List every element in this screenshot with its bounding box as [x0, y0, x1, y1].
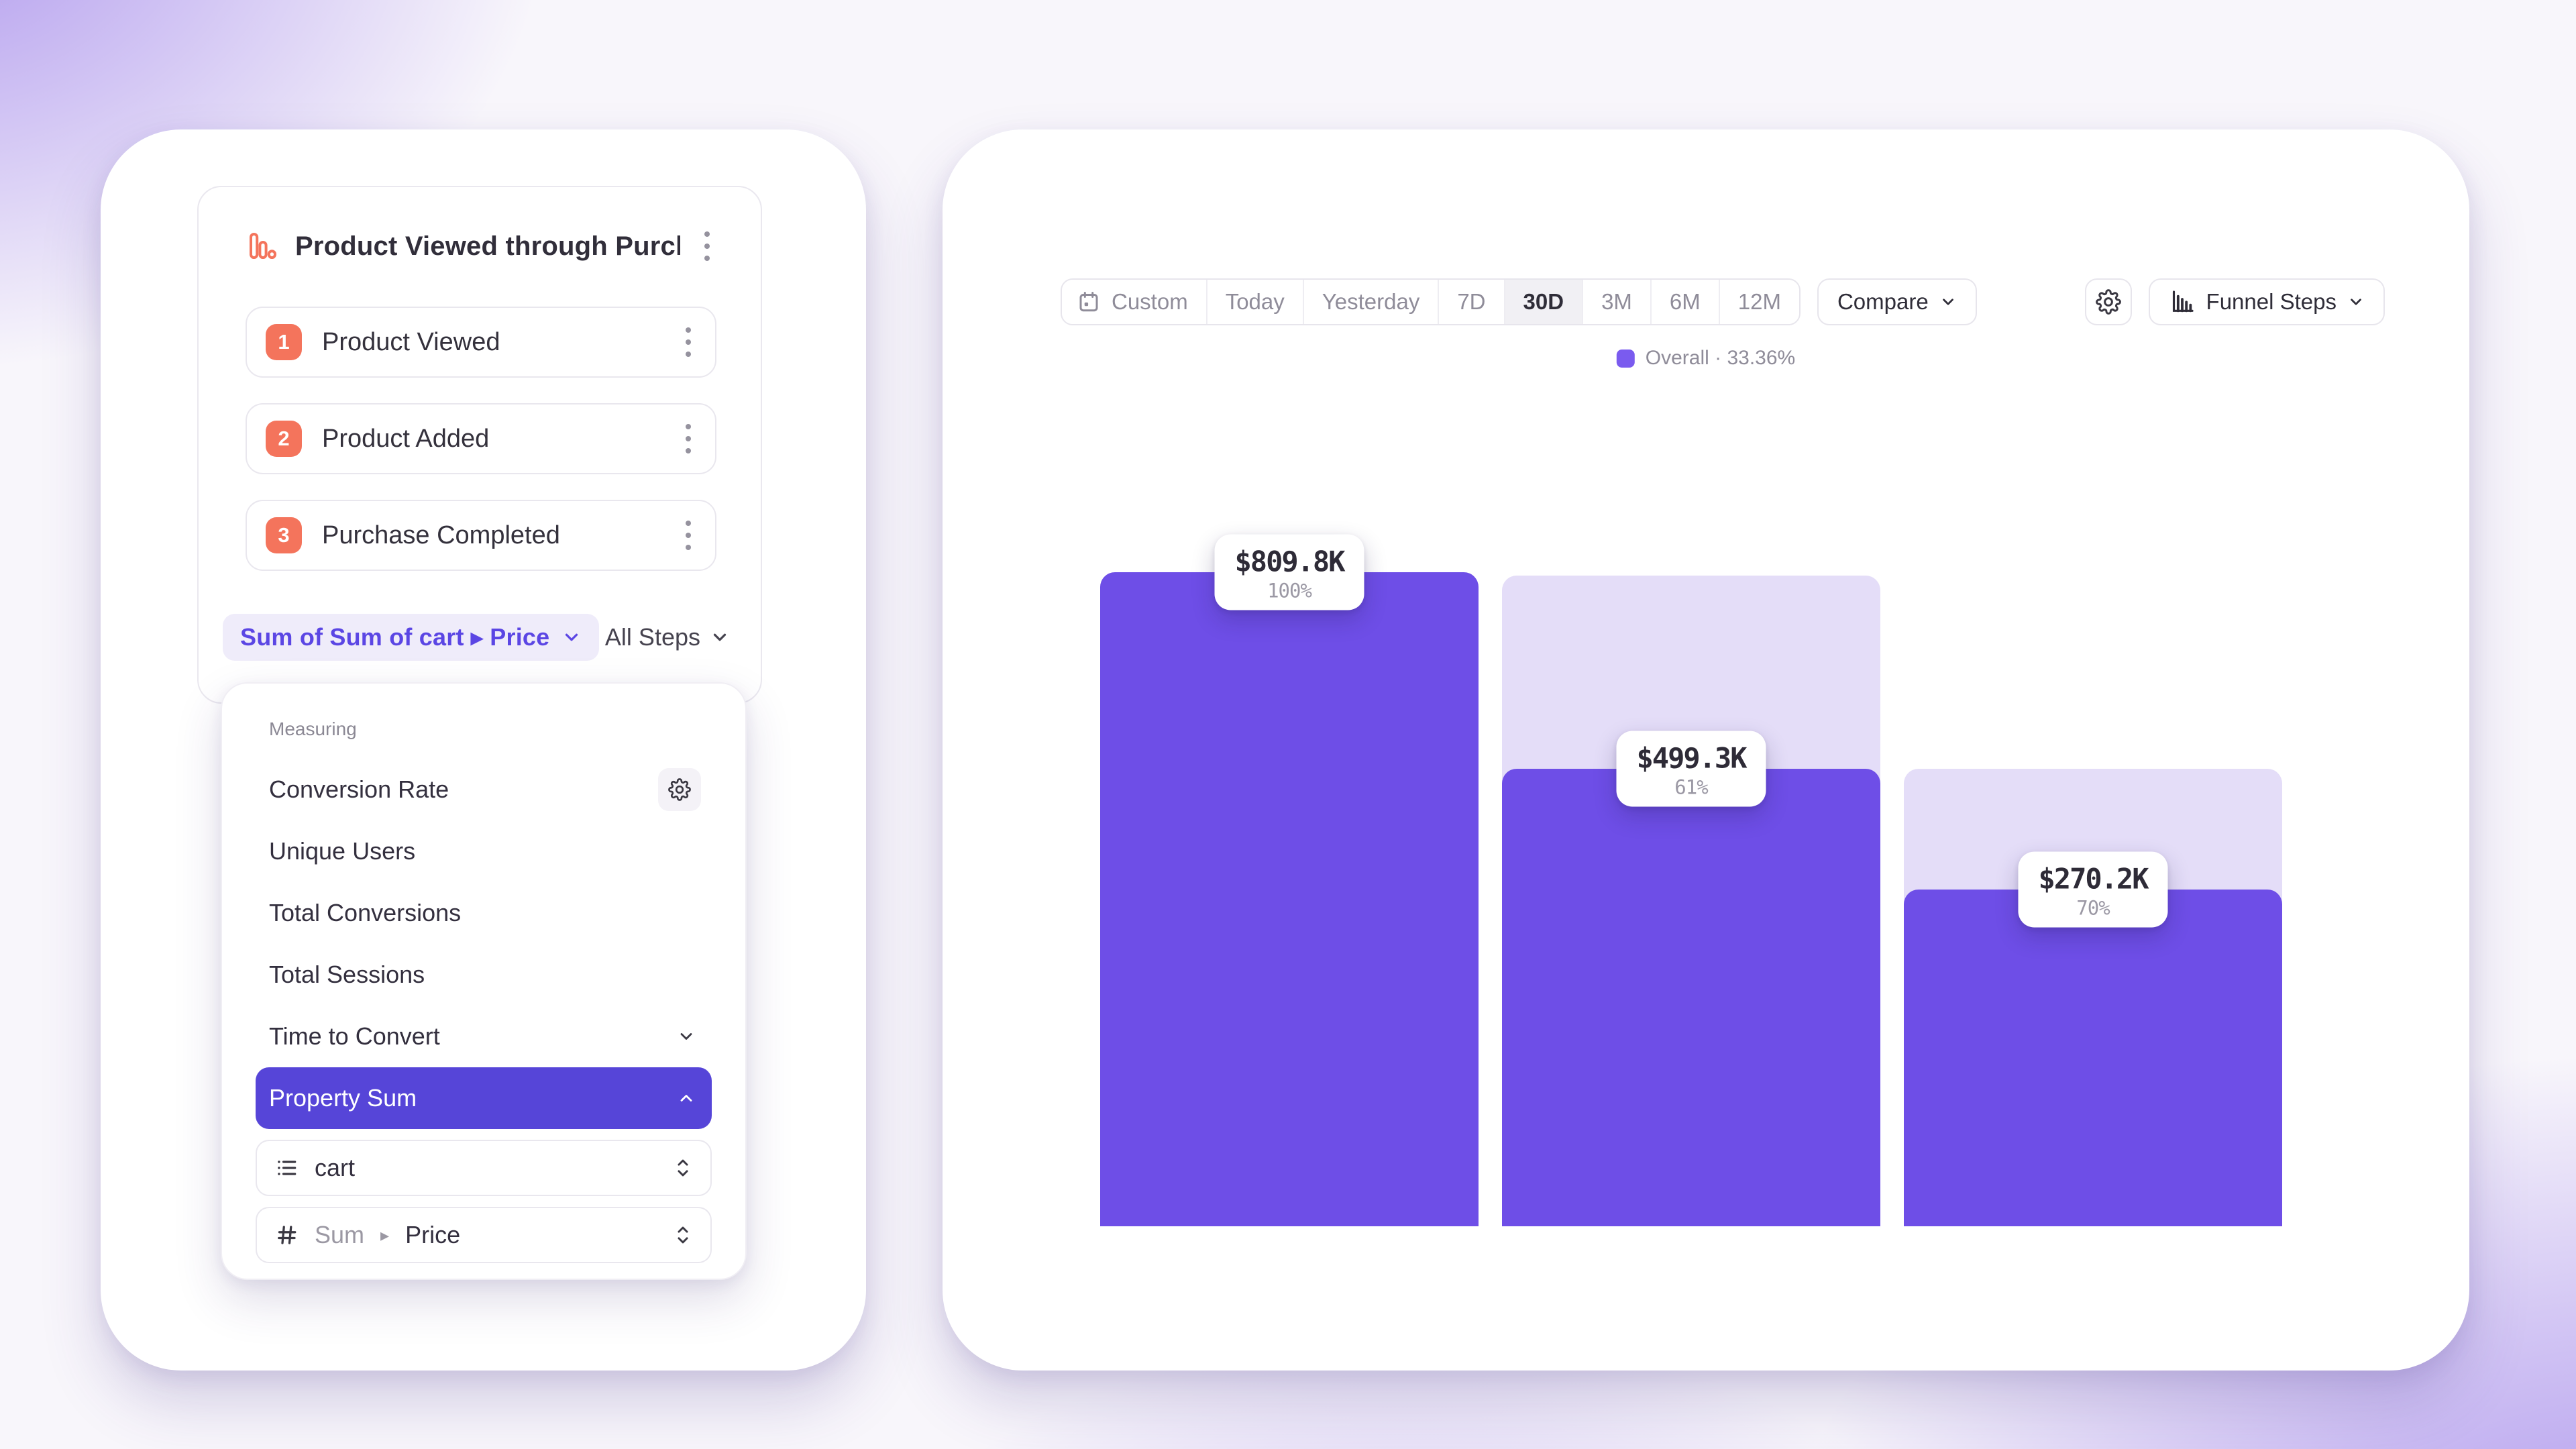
time-range-yesterday[interactable]: Yesterday: [1302, 280, 1438, 324]
aggregation-select[interactable]: Sum ▸ Price: [256, 1207, 712, 1263]
measurement-dropdown-label: Sum of Sum of cart ▸ Price: [240, 623, 550, 651]
funnel-step-2[interactable]: 2 Product Added: [246, 403, 716, 474]
bar-value-tooltip: $809.8K 100%: [1214, 534, 1364, 610]
time-range-custom[interactable]: Custom: [1062, 280, 1206, 324]
menu-item-total-conversions[interactable]: Total Conversions: [269, 899, 462, 926]
calendar-icon: [1079, 292, 1098, 312]
chevron-down-icon: [566, 633, 578, 641]
step-2-label: Product Added: [322, 424, 490, 453]
funnel-steps-panel: Product Viewed through Purch... 1 Produc…: [197, 186, 762, 704]
view-selector-button[interactable]: Funnel Steps: [2148, 278, 2385, 325]
bar-product-added[interactable]: $499.3K 61%: [1502, 572, 1880, 1226]
select-updown-icon: [673, 1224, 693, 1246]
funnel-header: Product Viewed through Purch...: [246, 227, 716, 265]
tooltip-value: $270.2K: [2038, 862, 2149, 896]
legend-swatch: [1616, 349, 1635, 368]
funnel-builder-card: Product Viewed through Purch... 1 Produc…: [101, 129, 866, 1371]
bar-value-tooltip: $270.2K 70%: [2018, 851, 2168, 928]
property-select[interactable]: cart: [256, 1140, 712, 1196]
funnel-step-1[interactable]: 1 Product Viewed: [246, 307, 716, 378]
legend-label: Overall · 33.36%: [1645, 347, 1796, 369]
conversion-rate-settings-button[interactable]: [658, 768, 701, 811]
bar-product-viewed[interactable]: $809.8K 100%: [1100, 534, 1479, 1226]
compare-button[interactable]: Compare: [1817, 278, 1977, 325]
bar-purchase-completed[interactable]: $270.2K 70%: [1904, 572, 2282, 1226]
chevron-down-icon: [2351, 299, 2361, 305]
funnel-bar-chart: $809.8K 100% $499.3K 61% $270.2K 70%: [1100, 534, 2286, 1226]
time-range-today[interactable]: Today: [1205, 280, 1303, 324]
measurement-row: Sum of Sum of cart ▸ Price All Steps: [223, 614, 739, 661]
chart-toolbar: Custom Today Yesterday 7D 30D 3M 6M 12M …: [1061, 278, 2385, 325]
measurement-dropdown[interactable]: Sum of Sum of cart ▸ Price: [223, 614, 600, 661]
time-range-12m[interactable]: 12M: [1718, 280, 1799, 324]
hash-icon: [278, 1226, 297, 1244]
step-3-kebab-menu-icon[interactable]: [679, 517, 698, 554]
funnel-kebab-menu-icon[interactable]: [698, 227, 716, 265]
step-1-badge: 1: [266, 324, 302, 360]
tooltip-percent: 61%: [1674, 775, 1708, 798]
funnel-chart-icon: [246, 230, 278, 262]
tooltip-percent: 70%: [2076, 896, 2110, 920]
time-range-7d[interactable]: 7D: [1438, 280, 1504, 324]
menu-item-conversion-rate[interactable]: Conversion Rate: [256, 759, 712, 820]
funnel-title: Product Viewed through Purch...: [295, 231, 680, 261]
step-2-kebab-menu-icon[interactable]: [679, 420, 698, 458]
chevron-down-icon: [1942, 299, 1953, 305]
time-range-control: Custom Today Yesterday 7D 30D 3M 6M 12M: [1061, 278, 1801, 325]
property-select-value: cart: [315, 1154, 356, 1181]
step-3-label: Purchase Completed: [322, 521, 560, 549]
menu-section-label: Measuring: [269, 718, 357, 739]
tooltip-value: $809.8K: [1234, 545, 1345, 578]
bar-value-tooltip: $499.3K 61%: [1616, 731, 1766, 806]
step-2-badge: 2: [266, 421, 302, 457]
menu-item-unique-users[interactable]: Unique Users: [269, 837, 416, 865]
time-range-3m[interactable]: 3M: [1582, 280, 1650, 324]
steps-scope-dropdown[interactable]: All Steps: [605, 623, 730, 651]
funnel-step-3[interactable]: 3 Purchase Completed: [246, 500, 716, 571]
step-1-label: Product Viewed: [322, 327, 500, 356]
chevron-up-icon: [677, 1089, 701, 1108]
menu-item-time-to-convert[interactable]: Time to Convert: [256, 1006, 712, 1067]
menu-item-property-sum[interactable]: Property Sum: [256, 1067, 712, 1129]
funnel-chart-card: Custom Today Yesterday 7D 30D 3M 6M 12M …: [943, 129, 2469, 1371]
aggregation-property: Price: [405, 1221, 461, 1248]
bar-converted-segment: [1100, 572, 1479, 1226]
funnel-steps-icon: [2172, 290, 2194, 313]
breadcrumb-separator: ▸: [380, 1224, 390, 1245]
tooltip-percent: 100%: [1267, 579, 1312, 602]
select-updown-icon: [673, 1157, 693, 1179]
legend-item[interactable]: Overall · 33.36%: [1616, 347, 1796, 370]
steps-scope-label: All Steps: [604, 623, 700, 651]
bar-converted-segment: [1502, 768, 1880, 1226]
list-icon: [278, 1161, 297, 1175]
step-1-kebab-menu-icon[interactable]: [679, 323, 698, 361]
step-3-badge: 3: [266, 517, 302, 553]
chevron-down-icon: [677, 1027, 701, 1046]
menu-item-total-sessions[interactable]: Total Sessions: [269, 961, 425, 988]
chevron-down-icon: [713, 633, 727, 641]
time-range-6m[interactable]: 6M: [1650, 280, 1719, 324]
time-range-30d[interactable]: 30D: [1503, 280, 1582, 324]
measuring-menu: Measuring Conversion Rate Unique Users T…: [221, 682, 747, 1280]
aggregation-function: Sum: [315, 1221, 365, 1248]
chart-settings-button[interactable]: [2084, 278, 2132, 325]
gear-icon: [2095, 289, 2121, 315]
gear-icon: [668, 778, 691, 801]
tooltip-value: $499.3K: [1636, 741, 1747, 774]
bar-converted-segment: [1904, 889, 2282, 1226]
